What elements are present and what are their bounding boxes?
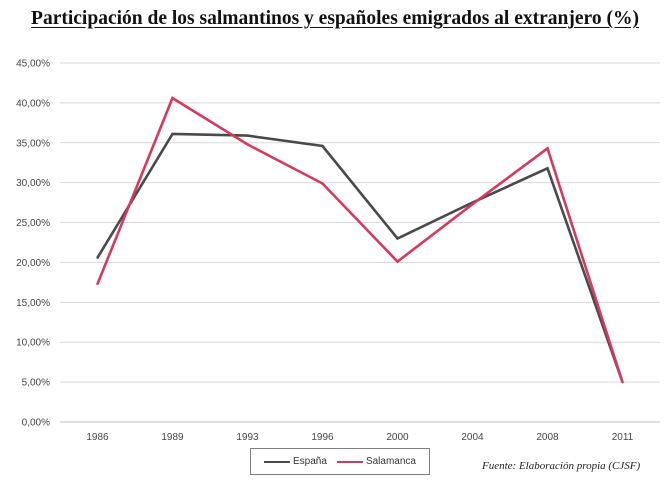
y-axis-ticks: 0,00% 5,00% 10,00% 15,00% 20,00% 25,00% 30,00%… [16,59,50,429]
y-tick-label: 5,00% [22,378,50,389]
y-tick-label: 30,00% [16,178,50,189]
data-point [621,380,624,384]
data-point [546,167,549,170]
x-tick-label: 1996 [311,432,334,443]
series-line-espana [96,132,624,383]
chart-title: Participación de los salmantinos y españ… [31,8,639,29]
source-note: Fuente: Elaboración propia (CJSF) [482,460,641,472]
y-tick-label: 45,00% [16,59,50,70]
y-tick-label: 40,00% [16,98,50,109]
data-point [246,134,249,137]
y-tick-label: 15,00% [16,298,50,309]
y-tick-label: 25,00% [16,218,50,229]
legend-item-espana: España [264,456,327,467]
series-lines [96,96,624,384]
x-tick-label: 1993 [236,432,259,443]
data-point [171,96,174,100]
data-point [171,132,174,136]
legend: España Salamanca [250,448,430,475]
x-tick-label: 2008 [536,432,559,443]
data-point [471,203,474,206]
x-tick-label: 1986 [86,432,109,443]
gridlines [60,62,660,423]
data-point [396,260,399,263]
legend-label-espana: España [293,456,327,467]
y-tick-label: 0,00% [22,418,50,429]
y-tick-label: 10,00% [16,338,50,349]
y-tick-label: 35,00% [16,138,50,149]
data-point [96,282,99,286]
data-point [396,237,399,240]
legend-item-salamanca: Salamanca [336,456,416,467]
x-tick-label: 2000 [386,432,409,443]
x-tick-label: 1989 [161,432,184,443]
data-point [546,147,549,150]
x-axis-ticks: 1986 1989 1993 1996 2000 2004 2008 2011 [86,432,633,443]
data-point [321,182,324,185]
legend-label-salamanca: Salamanca [365,456,416,467]
y-tick-label: 20,00% [16,258,50,269]
legend-swatch-espana [264,460,291,463]
data-point [246,143,249,146]
legend-swatch-salamanca [336,460,363,463]
data-point [96,256,99,259]
x-tick-label: 2011 [612,432,634,443]
x-tick-label: 2004 [461,432,484,443]
data-point [321,144,324,148]
series-line-salamanca [96,96,624,383]
